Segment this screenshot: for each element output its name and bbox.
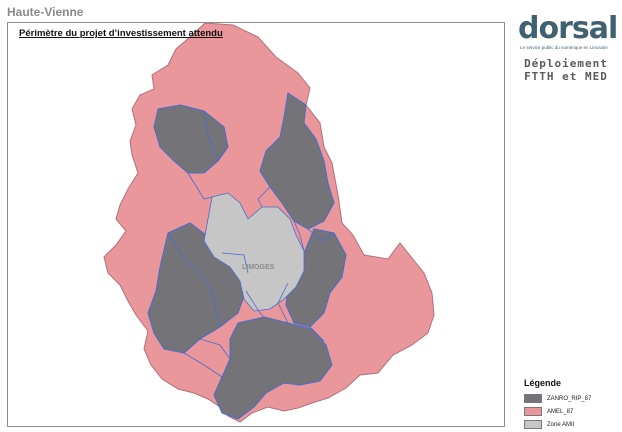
legend-item-zanro[interactable]: ZANRO_RIP_87 — [524, 392, 620, 405]
page-heading: Haute-Vienne — [7, 5, 84, 19]
legend: Légende ZANRO_RIP_87 AMEL_87 Zone AMII — [524, 378, 620, 431]
logo-wordmark: dorsal — [518, 11, 618, 46]
logo-tagline: Le service public du numérique en Limous… — [520, 45, 608, 50]
zanro-north-west — [153, 104, 229, 174]
ami-zone-shape — [203, 192, 305, 312]
dorsal-logo: dorsal Le service public du numérique en… — [518, 11, 618, 54]
deployment-title: Déploiement FTTH et MED — [510, 57, 622, 83]
commune-boundaries — [167, 110, 335, 378]
map-title: Périmètre du projet d’investissement att… — [19, 28, 223, 39]
legend-label-ami: Zone AMII — [547, 421, 575, 428]
legend-swatch-ami — [524, 420, 542, 429]
deployment-line-2: FTTH et MED — [524, 70, 608, 83]
deployment-line-1: Déploiement — [524, 57, 608, 70]
legend-item-amel[interactable]: AMEL_87 — [524, 405, 620, 418]
legend-label-amel: AMEL_87 — [547, 408, 574, 415]
map-frame: LIMOGES Périmètre du projet d’investisse… — [7, 22, 505, 427]
legend-label-zanro: ZANRO_RIP_87 — [547, 395, 592, 402]
zanro-south — [213, 316, 333, 420]
legend-swatch-amel — [524, 407, 542, 416]
zanro-region[interactable] — [147, 92, 347, 420]
city-label: LIMOGES — [242, 264, 275, 271]
legend-item-ami[interactable]: Zone AMII — [524, 418, 620, 431]
legend-swatch-zanro — [524, 394, 542, 403]
legend-title: Légende — [524, 378, 562, 388]
department-map[interactable]: LIMOGES — [8, 23, 506, 428]
ami-region[interactable] — [203, 192, 305, 312]
